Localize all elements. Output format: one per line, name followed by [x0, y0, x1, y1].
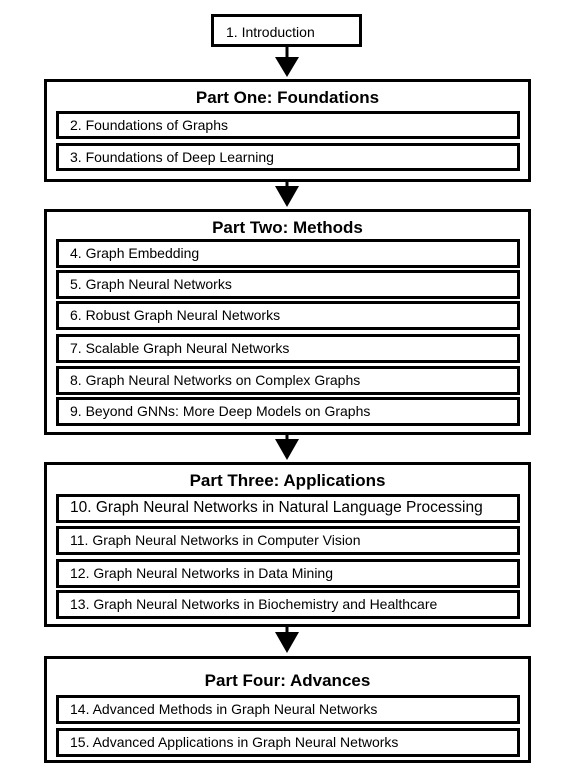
- chapter-3: 3. Foundations of Deep Learning: [56, 143, 520, 171]
- part-four-box: Part Four: Advances 14. Advanced Methods…: [44, 656, 531, 763]
- chapter-12: 12. Graph Neural Networks in Data Mining: [56, 559, 520, 588]
- chapter-13: 13. Graph Neural Networks in Biochemistr…: [56, 590, 520, 619]
- part-three-box: Part Three: Applications 10. Graph Neura…: [44, 462, 531, 627]
- chapter-8: 8. Graph Neural Networks on Complex Grap…: [56, 366, 520, 395]
- chapter-9: 9. Beyond GNNs: More Deep Models on Grap…: [56, 397, 520, 426]
- intro-label: 1. Introduction: [226, 24, 315, 40]
- part-four-title: Part Four: Advances: [204, 671, 371, 690]
- chapter-11: 11. Graph Neural Networks in Computer Vi…: [56, 526, 520, 555]
- chapter-10: 10. Graph Neural Networks in Natural Lan…: [56, 494, 520, 523]
- chapter-14: 14. Advanced Methods in Graph Neural Net…: [56, 695, 520, 724]
- part-one-box: Part One: Foundations 2. Foundations of …: [44, 79, 531, 182]
- chapter-2: 2. Foundations of Graphs: [56, 111, 520, 139]
- intro-box: 1. Introduction: [211, 14, 362, 47]
- chapter-4: 4. Graph Embedding: [56, 239, 520, 268]
- flow-arrow-3-head: [275, 439, 299, 460]
- flow-arrow-4-head: [275, 632, 299, 653]
- chapter-7: 7. Scalable Graph Neural Networks: [56, 334, 520, 363]
- chapter-5: 5. Graph Neural Networks: [56, 270, 520, 299]
- flow-arrow-2-head: [275, 186, 299, 207]
- chapter-15: 15. Advanced Applications in Graph Neura…: [56, 728, 520, 757]
- part-two-box: Part Two: Methods 4. Graph Embedding 5. …: [44, 209, 531, 435]
- part-three-title: Part Three: Applications: [189, 471, 386, 490]
- chapter-6: 6. Robust Graph Neural Networks: [56, 301, 520, 330]
- part-one-title: Part One: Foundations: [195, 88, 380, 107]
- part-two-title: Part Two: Methods: [212, 218, 363, 237]
- flow-arrow-1-head: [275, 57, 299, 77]
